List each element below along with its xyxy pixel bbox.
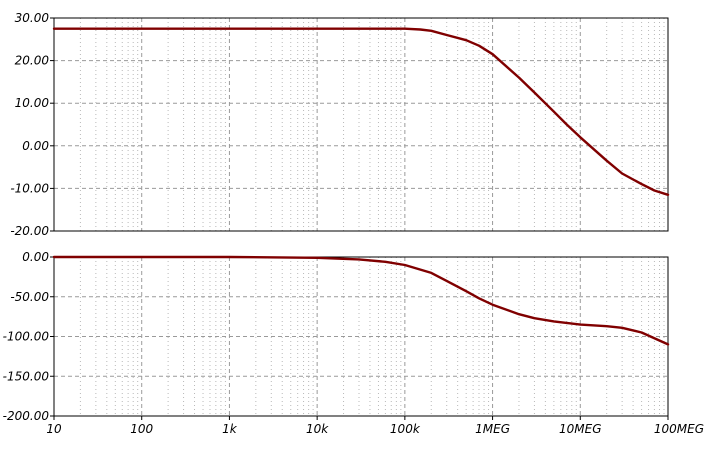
y-tick-label: 20.00 [15, 54, 50, 68]
plot-frame [53, 256, 669, 417]
y-tick-label: -150.00 [3, 369, 50, 383]
x-tick-label: 1MEG [475, 422, 510, 436]
y-tick-label: 30.00 [15, 11, 50, 25]
x-tick-label: 10k [306, 422, 329, 436]
plot-frame [53, 17, 669, 232]
x-tick-label: 10 [46, 422, 62, 436]
magnitude-panel: 30.00 20.00 10.00 0.00 -10.00 -20.00 [10, 11, 670, 238]
series-line [52, 255, 670, 346]
y-tick-label: 10.00 [15, 96, 50, 110]
x-tick-label: 100 [130, 422, 153, 436]
y-tick-label: -20.00 [10, 224, 49, 238]
y-tick-label: -100.00 [3, 330, 50, 344]
series-line [52, 27, 670, 197]
y-tick-label: -200.00 [3, 409, 50, 423]
y-tick-label: -50.00 [10, 290, 49, 304]
y-tick-label: 0.00 [22, 139, 49, 153]
x-tick-label: 100MEG [654, 422, 704, 436]
y-tick-label: -10.00 [10, 181, 49, 195]
y-tick-label: 0.00 [22, 250, 49, 264]
x-tick-label: 100k [390, 422, 421, 436]
x-tick-label: 1k [222, 422, 238, 436]
x-tick-label: 10MEG [559, 422, 602, 436]
